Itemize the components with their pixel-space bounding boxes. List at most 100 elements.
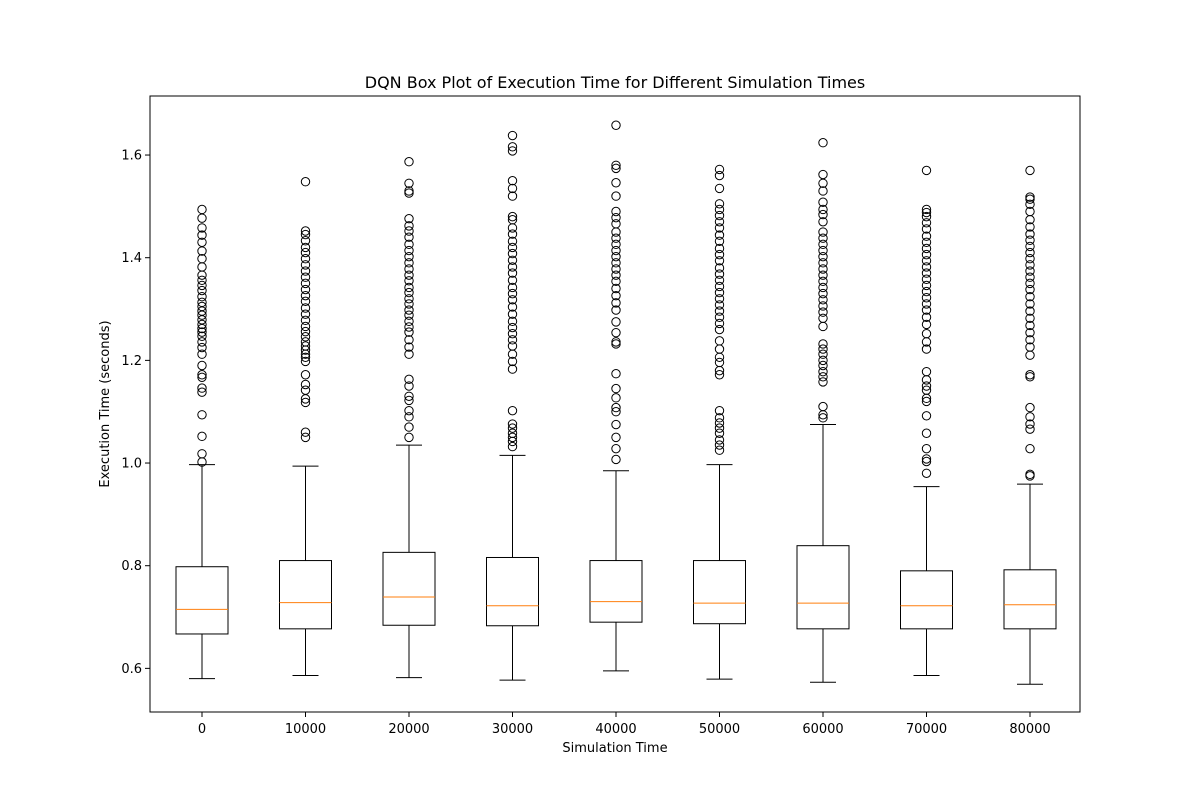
outlier-point [507,322,518,333]
outlier-point [921,165,932,176]
outlier-point [300,260,311,270]
outlier-point [300,370,311,380]
outlier-point [818,138,828,148]
outlier-point [818,217,828,227]
outlier-point [197,285,207,296]
outlier-point [1025,192,1035,202]
outlier-point [714,204,725,215]
outlier-point [611,160,621,171]
outlier-point [197,275,207,285]
outlier-point [197,262,207,272]
outlier-point [1025,284,1035,295]
outlier-point [714,199,725,209]
outlier-point [404,374,414,385]
outlier-point [611,245,621,256]
outlier-point [818,377,828,387]
outlier-point [1025,241,1035,252]
outlier-point [714,223,725,233]
outlier-point [197,342,207,353]
outlier-point [1025,335,1035,345]
x-axis-label: Simulation Time [562,741,667,756]
axes-frame [149,95,1081,713]
iqr-box [900,570,953,630]
outlier-point [404,316,414,327]
box-group [589,120,643,672]
outlier-point [818,360,828,371]
y-tick-label: 1.4 [121,251,142,266]
outlier-point [714,445,725,455]
outlier-point [404,335,414,345]
outlier-point [507,405,518,416]
outlier-point [197,254,207,264]
outlier-point [507,215,518,225]
x-tick-label: 80000 [1009,722,1050,737]
outlier-point [818,307,828,317]
outlier-point [300,266,311,276]
outlier-point [921,344,932,354]
outlier-point [818,258,828,268]
outlier-point [507,316,518,327]
outlier-point [507,295,518,305]
outlier-point [714,275,725,285]
outlier-point [1025,424,1035,434]
outlier-point [611,258,621,268]
outlier-point [921,381,932,391]
outlier-point [714,440,725,450]
outlier-point [818,301,828,311]
outlier-point [921,262,932,272]
outlier-point [404,294,414,304]
outlier-point [404,342,414,352]
outlier-point [507,191,518,201]
outlier-point [921,224,932,234]
outlier-point [818,239,828,250]
outlier-point [197,370,207,380]
y-axis: 0.6 0.8 1.0 1.2 1.4 1.6 [121,149,150,677]
outlier-point [507,242,518,253]
outlier-point [507,419,518,429]
outlier-point [300,242,311,253]
outlier-point [507,146,518,156]
outlier-point [818,197,828,207]
outlier-point [818,282,828,293]
outlier-point [404,245,414,256]
outlier-point [818,349,828,359]
outlier-point [818,372,828,382]
outlier-point [611,337,621,347]
outlier-point [611,305,621,315]
outlier-point [507,428,518,438]
outlier-point [714,318,725,329]
outlier-point [404,221,414,231]
outlier-point [1025,370,1035,380]
x-tick-label: 60000 [802,722,843,737]
x-axis: 0 10000 20000 30000 40000 50000 60000 70000 8000… [198,712,1051,737]
outlier-point [921,366,932,377]
outlier-point [714,217,725,227]
outlier-point [818,401,828,412]
outlier-point [1025,260,1035,270]
outlier-point [611,393,621,403]
outlier-point [404,264,414,274]
outlier-point [818,233,828,243]
y-tick-label: 0.8 [121,559,142,574]
outlier-point [611,369,621,379]
outlier-point [1025,350,1035,360]
x-tick-label: 0 [198,722,206,737]
outlier-point [404,405,414,416]
outlier-point [818,413,828,423]
outlier-point [197,319,207,330]
outlier-point [611,419,621,430]
outlier-point [507,335,518,345]
outlier-point [611,178,621,188]
outlier-point [921,237,932,248]
outlier-point [611,339,621,349]
x-tick-label: 10000 [285,722,326,737]
outlier-point [1025,299,1035,309]
iqr-box [693,560,746,625]
outlier-point [714,413,725,423]
outlier-point [404,232,414,242]
outlier-point [1025,165,1035,176]
outlier-point [921,286,932,297]
outlier-point [197,230,207,240]
outlier-point [300,332,311,342]
outlier-point [714,236,725,246]
